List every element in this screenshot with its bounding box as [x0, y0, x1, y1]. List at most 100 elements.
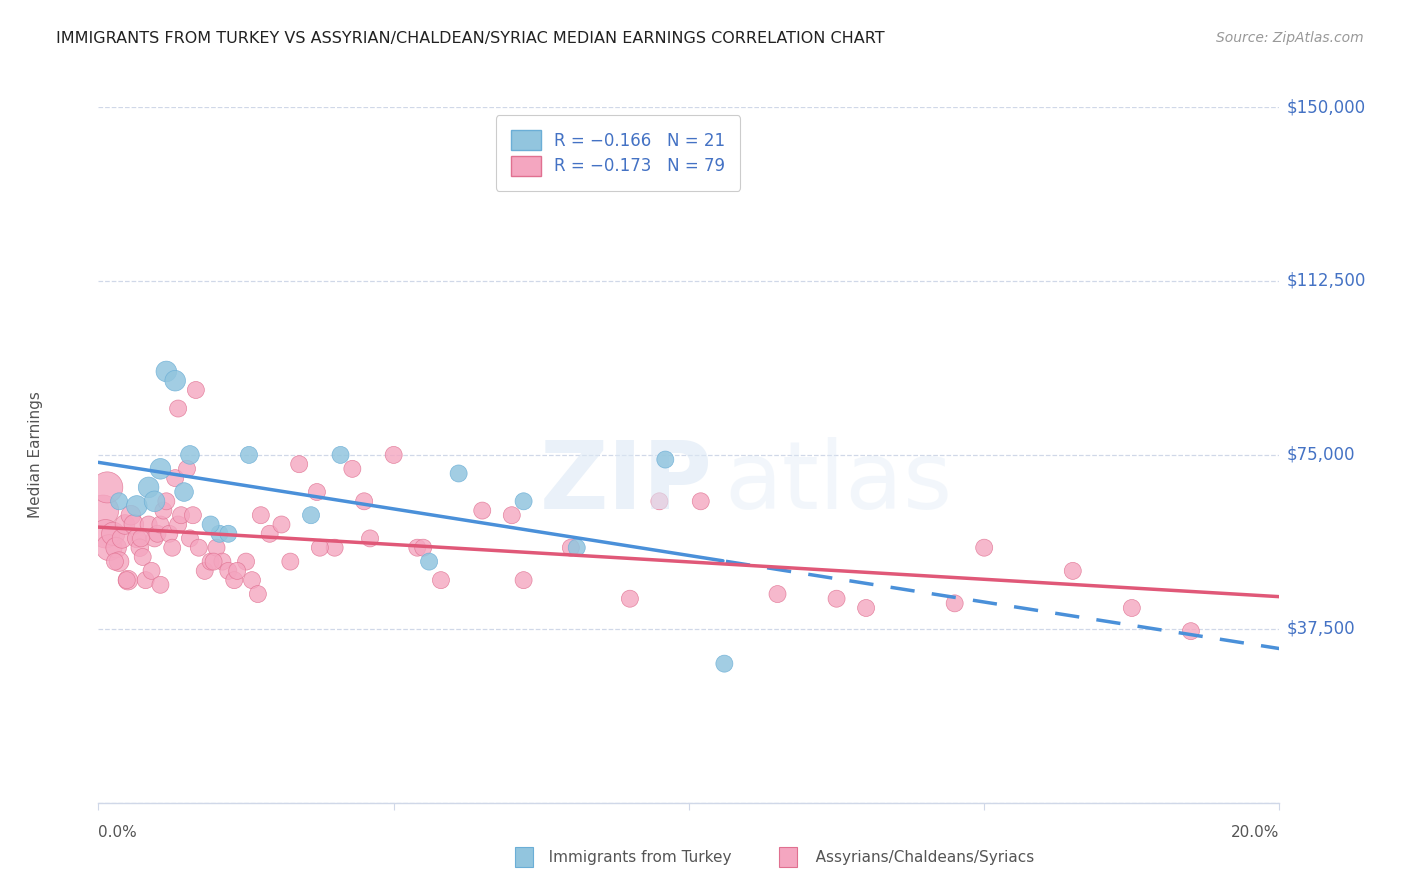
Point	[512, 573, 534, 587]
Point	[382, 448, 405, 462]
Point	[226, 564, 249, 578]
Point	[146, 526, 169, 541]
Point	[512, 494, 534, 508]
Point	[353, 494, 375, 508]
Point	[187, 541, 209, 555]
Point	[648, 494, 671, 508]
Text: IMMIGRANTS FROM TURKEY VS ASSYRIAN/CHALDEAN/SYRIAC MEDIAN EARNINGS CORRELATION C: IMMIGRANTS FROM TURKEY VS ASSYRIAN/CHALD…	[56, 31, 884, 46]
Point	[235, 555, 257, 569]
Point	[129, 532, 152, 546]
Point	[766, 587, 789, 601]
Point	[167, 401, 190, 416]
Text: Source: ZipAtlas.com: Source: ZipAtlas.com	[1216, 31, 1364, 45]
Point	[157, 526, 180, 541]
Point	[181, 508, 204, 523]
Point	[211, 555, 233, 569]
Point	[138, 517, 160, 532]
Point	[208, 526, 231, 541]
Point	[108, 555, 131, 569]
Point	[250, 508, 273, 523]
Point	[418, 555, 440, 569]
Point	[240, 573, 263, 587]
Point	[560, 541, 582, 555]
Point	[825, 591, 848, 606]
Point	[619, 591, 641, 606]
Point	[323, 541, 346, 555]
Point	[309, 541, 332, 555]
Point	[855, 601, 877, 615]
Point	[329, 448, 352, 462]
Point	[165, 471, 187, 485]
Point	[359, 532, 381, 546]
Point	[149, 462, 172, 476]
Point	[179, 448, 201, 462]
Point	[170, 508, 193, 523]
Point	[654, 452, 676, 467]
Point	[471, 503, 494, 517]
Point	[132, 549, 155, 564]
Point	[217, 526, 239, 541]
Point	[184, 383, 207, 397]
Text: 20.0%: 20.0%	[1232, 825, 1279, 840]
Point	[155, 364, 177, 378]
Point	[194, 564, 217, 578]
Point	[288, 457, 311, 471]
Point	[305, 485, 328, 500]
Point	[152, 503, 174, 517]
Point	[501, 508, 523, 523]
Point	[412, 541, 434, 555]
Point	[114, 517, 136, 532]
Text: $112,500: $112,500	[1286, 272, 1365, 290]
Point	[115, 573, 138, 587]
Text: atlas: atlas	[724, 437, 953, 529]
Point	[143, 532, 166, 546]
Text: 0.0%: 0.0%	[98, 825, 138, 840]
Point	[246, 587, 269, 601]
Point	[973, 541, 995, 555]
Point	[162, 541, 183, 555]
Point	[200, 517, 222, 532]
Point	[943, 596, 966, 610]
Point	[91, 503, 114, 517]
Point	[270, 517, 292, 532]
Point	[125, 499, 148, 513]
Point	[111, 532, 134, 546]
Point	[120, 508, 142, 523]
Point	[299, 508, 322, 523]
Point	[149, 517, 172, 532]
Point	[278, 555, 302, 569]
Point	[143, 494, 166, 508]
Point	[128, 541, 150, 555]
Point	[406, 541, 429, 555]
Point	[238, 448, 260, 462]
Point	[342, 462, 364, 476]
Point	[713, 657, 735, 671]
Point	[1180, 624, 1202, 639]
Point	[1121, 601, 1143, 615]
Point	[176, 462, 198, 476]
Point	[217, 564, 239, 578]
Text: Immigrants from Turkey: Immigrants from Turkey	[534, 850, 731, 865]
Point	[122, 517, 145, 532]
Point	[565, 541, 588, 555]
Point	[689, 494, 711, 508]
Point	[104, 555, 127, 569]
Legend: R = −0.166   N = 21, R = −0.173   N = 79: R = −0.166 N = 21, R = −0.173 N = 79	[496, 115, 741, 191]
Point	[259, 526, 281, 541]
Point	[117, 573, 139, 587]
Point	[167, 517, 190, 532]
Text: $37,500: $37,500	[1286, 620, 1355, 638]
Point	[94, 526, 117, 541]
Point	[1062, 564, 1084, 578]
Point	[430, 573, 453, 587]
Point	[98, 541, 121, 555]
Point	[202, 555, 225, 569]
Point	[447, 467, 470, 481]
Text: $150,000: $150,000	[1286, 98, 1365, 116]
Point	[108, 494, 131, 508]
Text: ZIP: ZIP	[540, 437, 713, 529]
Point	[125, 532, 148, 546]
Point	[155, 494, 177, 508]
Text: Median Earnings: Median Earnings	[28, 392, 42, 518]
Point	[96, 480, 118, 494]
